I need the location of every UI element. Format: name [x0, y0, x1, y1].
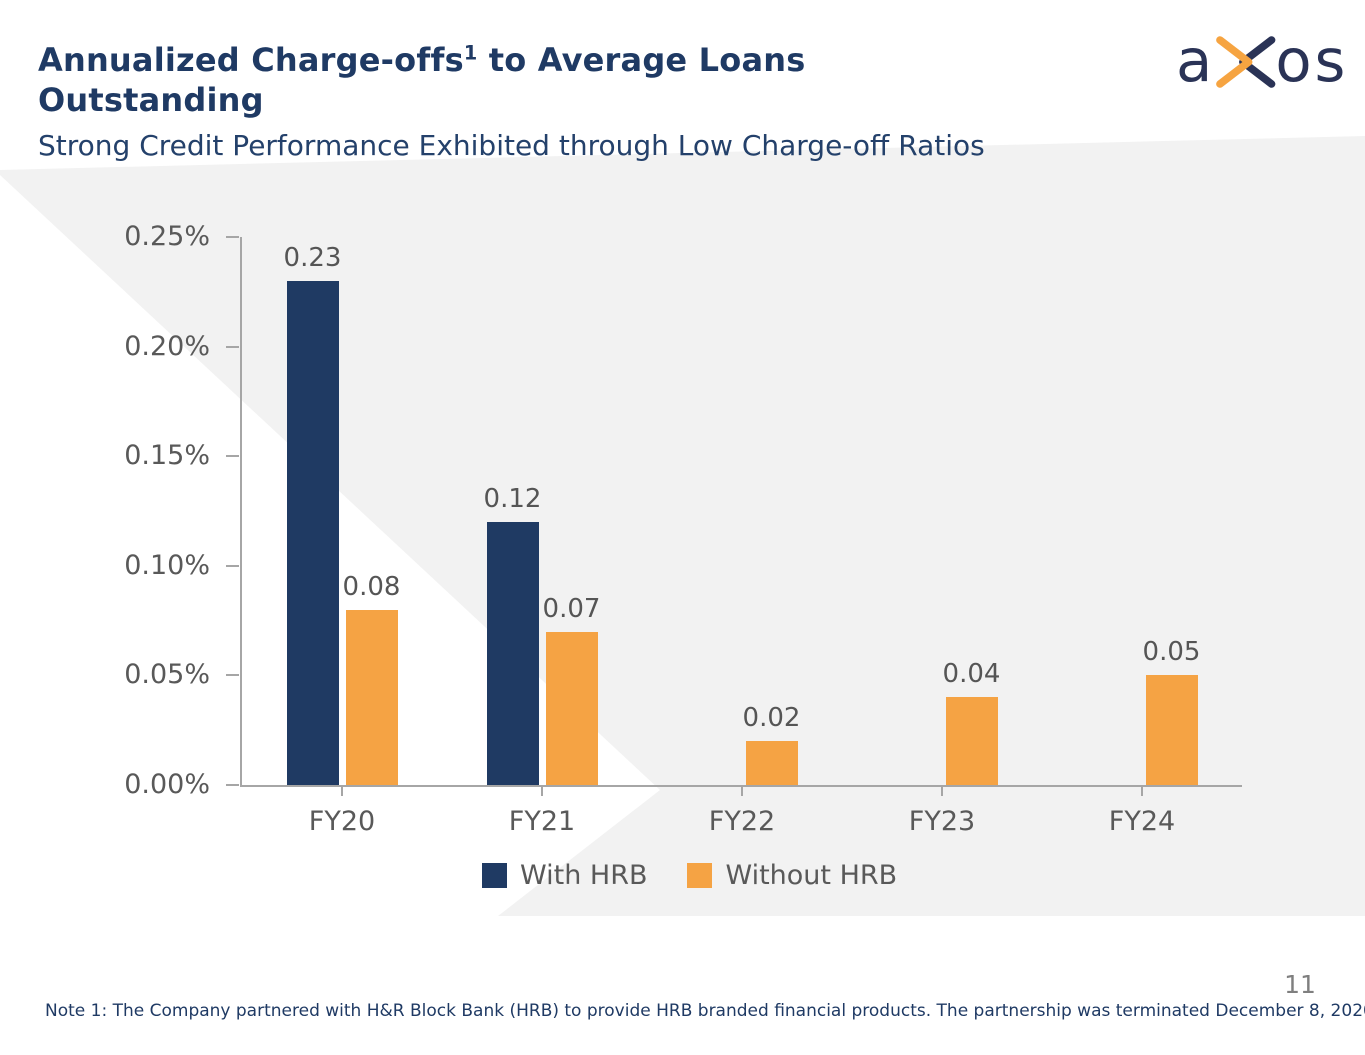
page-subtitle: Strong Credit Performance Exhibited thro…: [38, 128, 985, 162]
bar-without-hrb-fy22: [745, 741, 798, 785]
logo-x-orange-stroke: [1216, 36, 1253, 88]
y-axis-label: 0.00%: [124, 769, 210, 800]
x-axis-label: FY21: [508, 806, 576, 837]
bar-value-label: 0.12: [483, 483, 542, 514]
y-axis: 0.00% 0.05% 0.10% 0.15% 0.20% 0.25%: [0, 221, 240, 800]
chart-legend: With HRB Without HRB: [482, 860, 897, 891]
y-axis-label: 0.05%: [124, 659, 210, 691]
legend-swatch: [687, 863, 713, 888]
legend-swatch: [482, 863, 507, 888]
legend-item-with-hrb: With HRB: [482, 860, 647, 891]
bar-value-label: 0.08: [342, 571, 401, 602]
page-number: 11: [1284, 970, 1316, 999]
title-line1-pre: Annualized Charge-offs: [38, 41, 464, 79]
title-line2: Outstanding: [38, 81, 264, 120]
bar-with-hrb-fy21: [486, 521, 539, 785]
y-axis-tick: [226, 564, 239, 567]
y-axis-tick: [226, 674, 239, 677]
title-footnote-marker: 1: [463, 41, 478, 65]
x-axis-label: FY23: [908, 806, 976, 837]
y-axis-label: 0.20%: [124, 330, 210, 362]
x-axis-label: FY24: [1108, 806, 1176, 837]
y-axis-tick: [226, 455, 239, 458]
axos-logo-graphic: a os: [1176, 26, 1348, 95]
category-group-fy24: 0.05 FY24: [1042, 237, 1242, 837]
bar-value-label: 0.23: [283, 242, 342, 273]
legend-label: With HRB: [520, 860, 648, 891]
bar-slot: 0.05: [1142, 237, 1201, 785]
axos-logo: a os: [1176, 26, 1348, 98]
title-line1-post: to Average Loans: [477, 41, 806, 79]
bar-slot: 0.04: [942, 237, 1001, 785]
x-axis-tick: [341, 787, 343, 796]
bar-value-label: 0.02: [742, 703, 801, 734]
y-axis-tick: [226, 236, 239, 238]
legend-label: Without HRB: [725, 860, 898, 891]
logo-letters-os: os: [1275, 30, 1348, 94]
y-axis-label: 0.15%: [124, 440, 210, 472]
x-axis-tick: [941, 787, 943, 796]
y-axis-label: 0.10%: [124, 549, 210, 581]
bar-without-hrb-fy24: [1145, 675, 1198, 785]
category-group-fy20: 0.23 0.08 FY20: [242, 237, 442, 837]
y-axis-tick: [226, 784, 239, 786]
x-axis-tick: [1141, 787, 1143, 796]
legend-item-without-hrb: Without HRB: [687, 860, 897, 891]
bar-slot: 0.23: [283, 237, 342, 785]
y-axis-label: 0.25%: [124, 221, 210, 252]
bar-slot: 0.12: [483, 237, 542, 785]
bar-with-hrb-fy20: [286, 280, 339, 785]
bar-without-hrb-fy21: [545, 631, 598, 785]
bar-without-hrb-fy20: [345, 609, 398, 785]
category-group-fy22: 0.02 FY22: [642, 237, 842, 837]
bar-slot: 0.07: [542, 237, 601, 785]
bar-slot: 0.02: [742, 237, 801, 785]
logo-letter-a: a: [1176, 30, 1212, 94]
bar-slot: [887, 237, 939, 785]
category-group-fy21: 0.12 0.07 FY21: [442, 237, 642, 837]
y-axis-tick: [226, 345, 239, 348]
bar-slot: 0.08: [342, 237, 401, 785]
x-axis-tick: [541, 787, 543, 796]
footnote: Note 1: The Company partnered with H&R B…: [45, 1001, 1365, 1021]
header: Annualized Charge-offs1 to Average Loans…: [38, 40, 998, 162]
page-title: Annualized Charge-offs1 to Average Loans…: [38, 40, 998, 121]
bar-slot: [1087, 237, 1139, 785]
bar-value-label: 0.05: [1142, 637, 1201, 668]
category-group-fy23: 0.04 FY23: [842, 237, 1042, 837]
bar-without-hrb-fy23: [945, 697, 998, 785]
bar-value-label: 0.07: [542, 593, 601, 624]
x-axis-label: FY22: [708, 806, 776, 837]
bar-slot: [687, 237, 739, 785]
plot-area: 0.23 0.08 FY20 0.12 0.07 FY21 0.02 FY22 0.04 FY23…: [240, 237, 1242, 837]
x-axis-tick: [741, 787, 743, 796]
bar-value-label: 0.04: [942, 659, 1001, 690]
x-axis-label: FY20: [308, 806, 376, 837]
